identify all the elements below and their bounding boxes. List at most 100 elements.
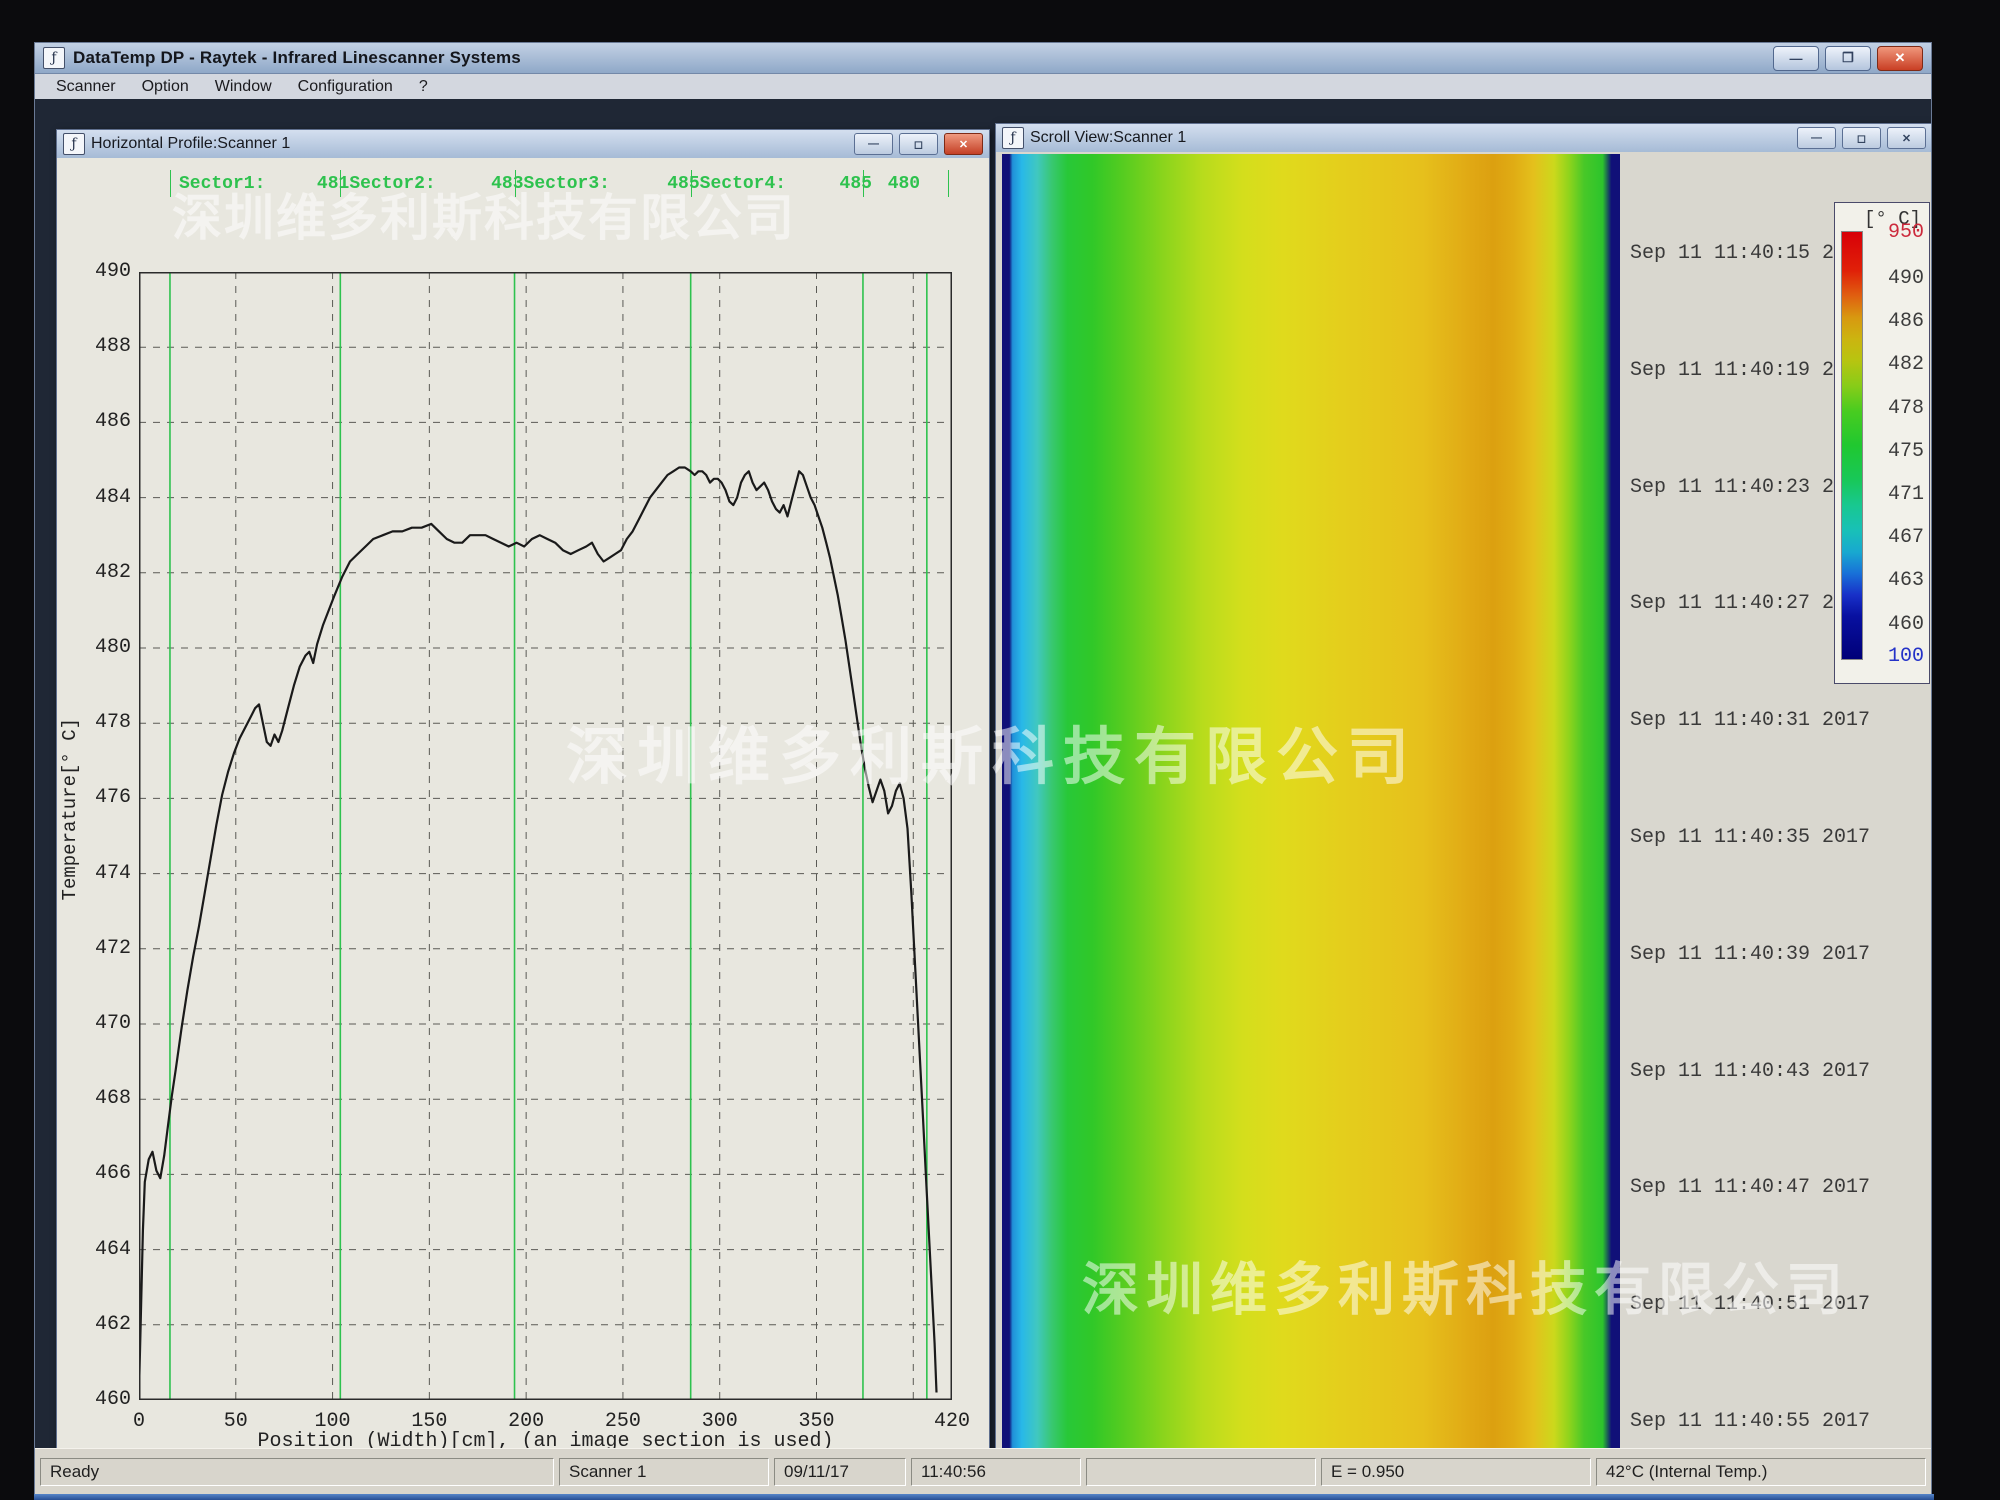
- main-titlebar[interactable]: ƒ DataTemp DP - Raytek - Infrared Linesc…: [35, 43, 1931, 74]
- menu-configuration[interactable]: Configuration: [297, 78, 393, 95]
- sector-reading-4: Sector4: 485: [690, 170, 884, 197]
- main-window-title: DataTemp DP - Raytek - Infrared Linescan…: [73, 48, 521, 67]
- scan-timestamp: Sep 11 11:40:35 2017: [1630, 826, 1871, 849]
- legend-value: 482: [1887, 353, 1924, 377]
- scan-timestamp: Sep 11 11:40:39 2017: [1630, 942, 1871, 966]
- sector-label: Sector1:: [178, 173, 266, 194]
- legend-value: 467: [1887, 526, 1924, 550]
- y-tick-label: 480: [94, 636, 131, 659]
- y-tick-label: 486: [94, 410, 131, 434]
- close-button[interactable]: ✕: [1877, 45, 1923, 71]
- menu-option[interactable]: Option: [141, 78, 189, 95]
- thermal-scan-image[interactable]: [1002, 154, 1620, 1457]
- x-tick-label: 250: [604, 1410, 641, 1433]
- status-scanner: Scanner 1: [559, 1458, 769, 1486]
- status-empty: [1086, 1458, 1316, 1486]
- profile-close-button[interactable]: ✕: [944, 133, 983, 155]
- y-tick-label: 478: [94, 711, 131, 735]
- scrollview-content: Sep 11 11:40:15 2017 Sep 11 11:40:19 2017…: [996, 152, 1931, 1457]
- color-scale-legend: [° C] 950 490 486 482 478 475 471 467 463 460 100: [1834, 202, 1930, 684]
- scan-timestamp: Sep 11 11:40:47 2017: [1630, 1176, 1871, 1200]
- legend-value: 460: [1887, 612, 1924, 636]
- status-internal-temp: 42°C (Internal Temp.): [1596, 1458, 1926, 1486]
- restore-button[interactable]: ❐: [1825, 45, 1871, 71]
- scrollview-window-icon: ƒ: [1002, 127, 1024, 149]
- statusbar: Ready Scanner 1 09/11/17 11:40:56 E = 0.950 4…: [35, 1448, 1931, 1495]
- legend-value: 471: [1887, 483, 1924, 506]
- scan-timestamp: Sep 11 11:40:31 2017: [1630, 709, 1871, 733]
- mdi-workspace: ƒ Horizontal Profile:Scanner 1 — ◻ ✕ Tem…: [35, 99, 1931, 1457]
- scan-timestamp: Sep 11 11:40:15 2017: [1630, 242, 1871, 265]
- y-tick-label: 462: [94, 1312, 131, 1336]
- y-tick-label: 484: [94, 485, 131, 509]
- sector-label: Sector3:: [523, 173, 610, 194]
- scan-timestamp: Sep 11 11:40:55 2017: [1630, 1410, 1871, 1433]
- y-tick-label: 490: [94, 260, 131, 283]
- scan-timestamp: Sep 11 11:40:19 2017: [1630, 358, 1871, 382]
- scrollview-window-title: Scroll View:Scanner 1: [1030, 129, 1187, 146]
- minimize-button[interactable]: —: [1773, 45, 1819, 71]
- x-tick-label: 300: [701, 1410, 738, 1433]
- x-tick-label: 100: [314, 1410, 351, 1433]
- color-scale-bar: [1841, 231, 1863, 660]
- sector-reading-2: Sector2: 483: [340, 170, 535, 197]
- sector-reading-3: Sector3: 485: [514, 170, 712, 197]
- y-tick-label: 460: [94, 1388, 131, 1411]
- profile-minimize-button[interactable]: —: [854, 133, 893, 155]
- windows-taskbar[interactable]: [34, 1494, 1934, 1500]
- legend-value: 478: [1887, 396, 1924, 420]
- y-tick-label: 472: [94, 936, 131, 960]
- scrollview-maximize-button[interactable]: ◻: [1842, 127, 1881, 149]
- scrollview-minimize-button[interactable]: —: [1797, 127, 1836, 149]
- temperature-curve: [139, 466, 938, 1393]
- profile-chart-area: Temperature[° C] Position (Width)[cm], (…: [57, 158, 989, 1457]
- status-ready: Ready: [40, 1458, 554, 1486]
- scan-timestamp: Sep 11 11:40:51 2017: [1630, 1293, 1871, 1317]
- x-tick-label: 0: [132, 1410, 145, 1433]
- y-tick-label: 470: [94, 1012, 131, 1035]
- temperature-profile-plot: [139, 272, 952, 1400]
- scrollview-close-button[interactable]: ✕: [1887, 127, 1926, 149]
- sector-label: Sector4:: [699, 173, 787, 194]
- sector-reading-1: Sector1: 481: [169, 170, 361, 197]
- y-tick-label: 468: [94, 1087, 131, 1111]
- profile-window-title: Horizontal Profile:Scanner 1: [91, 135, 291, 152]
- status-emissivity: E = 0.950: [1321, 1458, 1591, 1486]
- y-tick-label: 474: [94, 861, 131, 885]
- status-date: 09/11/17: [774, 1458, 906, 1486]
- legend-value: 463: [1887, 569, 1924, 593]
- x-axis-title: Position (Width)[cm], (an image section …: [257, 1430, 834, 1453]
- scan-timestamp: Sep 11 11:40:27 2017: [1630, 592, 1871, 616]
- menubar: Scanner Option Window Configuration?: [35, 74, 1931, 101]
- scan-timestamp: Sep 11 11:40:43 2017: [1630, 1059, 1871, 1083]
- horizontal-profile-window: ƒ Horizontal Profile:Scanner 1 — ◻ ✕ Tem…: [56, 129, 990, 1457]
- x-tick-label: 200: [508, 1410, 545, 1433]
- app-icon: ƒ: [43, 47, 65, 69]
- menu-window[interactable]: Window: [214, 78, 272, 95]
- y-tick-label: 482: [94, 560, 131, 584]
- x-tick-label: 150: [411, 1410, 448, 1433]
- datatemp-main-window: ƒ DataTemp DP - Raytek - Infrared Linesc…: [34, 42, 1932, 1496]
- status-time: 11:40:56: [911, 1458, 1081, 1486]
- scroll-view-window: ƒ Scroll View:Scanner 1 — ◻ ✕ Sep 11 11:…: [995, 123, 1931, 1457]
- sector-label: Sector2:: [349, 173, 436, 194]
- profile-titlebar[interactable]: ƒ Horizontal Profile:Scanner 1 — ◻ ✕: [57, 130, 989, 159]
- profile-maximize-button[interactable]: ◻: [899, 133, 938, 155]
- x-tick-label: 50: [223, 1410, 248, 1433]
- y-tick-label: 476: [94, 786, 131, 810]
- scan-timestamp: Sep 11 11:40:23 2017: [1630, 475, 1871, 499]
- menu-help[interactable]: ?: [418, 78, 428, 95]
- scrollview-titlebar[interactable]: ƒ Scroll View:Scanner 1 — ◻ ✕: [996, 124, 1931, 153]
- y-tick-label: 488: [94, 335, 131, 359]
- legend-value: 490: [1887, 267, 1924, 290]
- sector-extra-reading: 480: [862, 170, 949, 197]
- timestamp-panel: Sep 11 11:40:15 2017 Sep 11 11:40:19 2017…: [1620, 152, 1931, 1457]
- legend-value: 950: [1887, 221, 1924, 244]
- menu-scanner[interactable]: Scanner: [56, 78, 116, 95]
- y-tick-label: 466: [94, 1162, 131, 1186]
- x-tick-label: 350: [798, 1410, 835, 1433]
- y-tick-label: 464: [94, 1237, 131, 1261]
- legend-value: 486: [1887, 310, 1924, 334]
- profile-window-icon: ƒ: [63, 133, 85, 155]
